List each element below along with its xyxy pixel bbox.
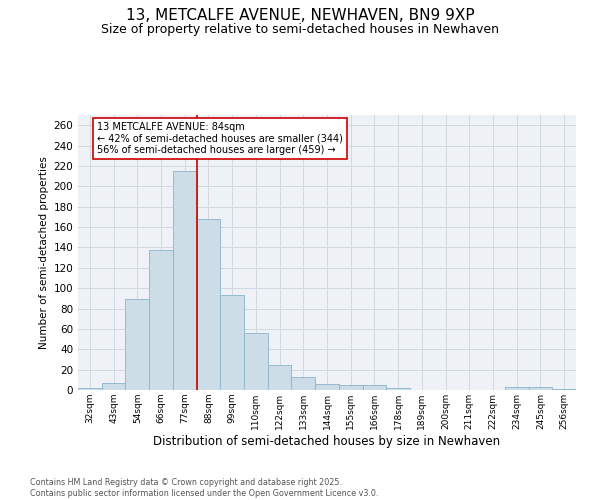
Bar xyxy=(78,388,102,390)
Bar xyxy=(386,388,410,390)
Bar xyxy=(362,385,386,390)
Bar xyxy=(505,387,529,390)
Bar xyxy=(125,300,149,390)
Bar xyxy=(529,387,552,390)
Text: Distribution of semi-detached houses by size in Newhaven: Distribution of semi-detached houses by … xyxy=(154,435,500,448)
Text: 13 METCALFE AVENUE: 84sqm
← 42% of semi-detached houses are smaller (344)
56% of: 13 METCALFE AVENUE: 84sqm ← 42% of semi-… xyxy=(97,122,343,156)
Text: Contains HM Land Registry data © Crown copyright and database right 2025.
Contai: Contains HM Land Registry data © Crown c… xyxy=(30,478,379,498)
Bar xyxy=(244,333,268,390)
Bar xyxy=(102,383,125,390)
Bar xyxy=(197,219,220,390)
Bar xyxy=(315,384,339,390)
Bar xyxy=(220,296,244,390)
Bar xyxy=(173,171,197,390)
Bar xyxy=(292,377,315,390)
Bar xyxy=(552,389,576,390)
Bar xyxy=(339,385,362,390)
Bar xyxy=(268,364,292,390)
Bar xyxy=(149,250,173,390)
Text: 13, METCALFE AVENUE, NEWHAVEN, BN9 9XP: 13, METCALFE AVENUE, NEWHAVEN, BN9 9XP xyxy=(125,8,475,22)
Y-axis label: Number of semi-detached properties: Number of semi-detached properties xyxy=(39,156,49,349)
Text: Size of property relative to semi-detached houses in Newhaven: Size of property relative to semi-detach… xyxy=(101,22,499,36)
